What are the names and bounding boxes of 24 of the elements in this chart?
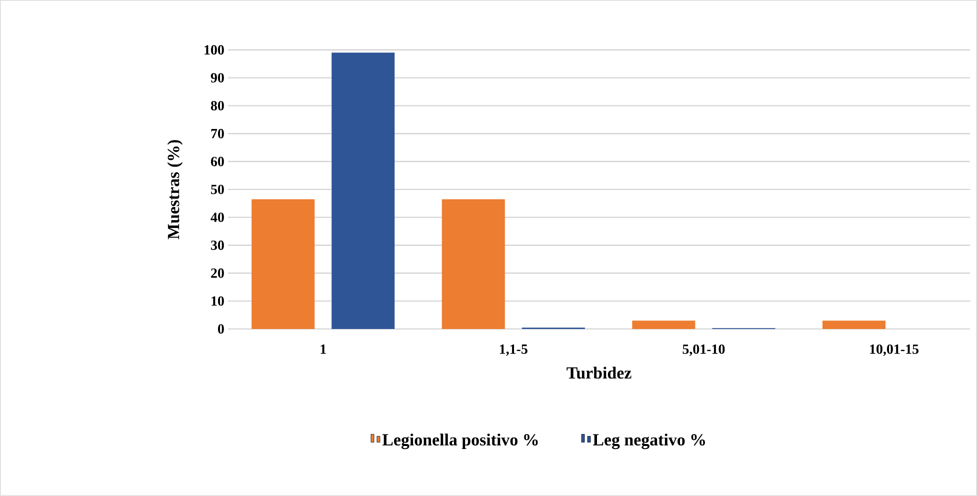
bar (442, 199, 505, 330)
y-tick-label: 50 (211, 184, 224, 194)
x-tick-label: 5,01-10 (682, 344, 725, 356)
x-axis-title: Turbidez (566, 366, 632, 379)
y-tick-label: 80 (210, 101, 224, 110)
y-tick-label: 100 (204, 45, 224, 55)
y-axis-title: Muestras (%) (167, 140, 183, 240)
x-tick-label: 1,1-5 (500, 344, 528, 356)
bar (332, 52, 395, 330)
y-tick-label: 40 (210, 212, 224, 222)
bar (252, 199, 315, 330)
bar (822, 320, 886, 330)
x-tick-label: 10,01-15 (870, 344, 918, 356)
bar (632, 320, 696, 330)
y-tick-label: 30 (211, 240, 224, 250)
legend-label: Leg negativo % (592, 434, 705, 450)
x-tick-label: 1 (320, 344, 326, 354)
y-tick-label: 90 (210, 73, 224, 83)
legend-label: Legionella positivo % (382, 434, 538, 450)
y-tick-label: 20 (211, 268, 224, 278)
y-tick-label: 60 (210, 156, 224, 166)
y-tick-label: 70 (211, 128, 224, 138)
y-tick-label: 0 (218, 324, 224, 334)
y-tick-label: 10 (212, 296, 224, 306)
